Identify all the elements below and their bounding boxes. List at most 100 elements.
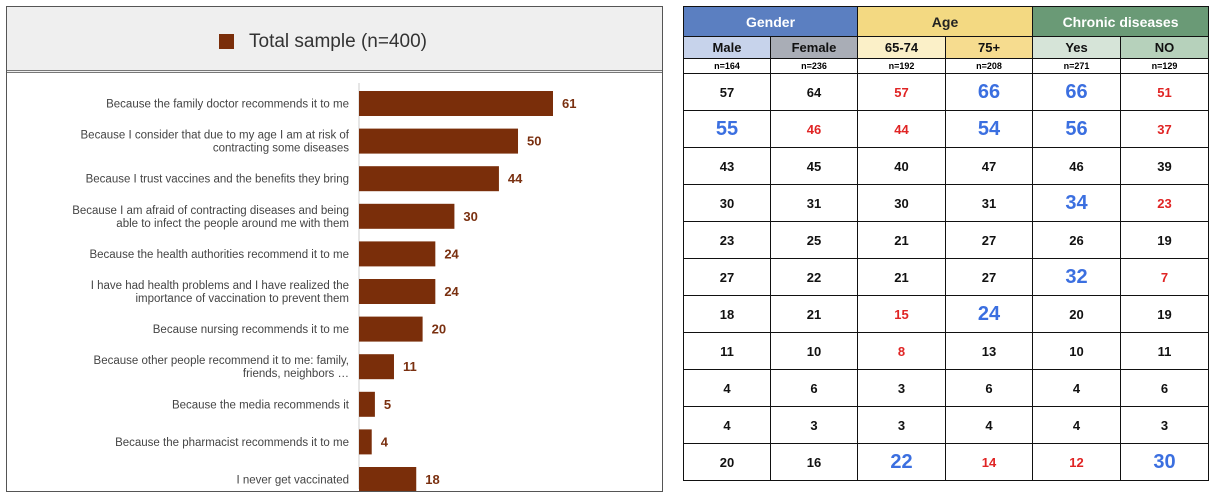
- table-cell: 14: [945, 443, 1034, 481]
- legend-swatch: [219, 34, 234, 49]
- table-cell: 46: [769, 110, 859, 148]
- category-label: Because I trust vaccines and the benefit…: [86, 174, 349, 186]
- table-cell: 46: [1032, 147, 1122, 185]
- table-cell: 32: [1032, 258, 1122, 296]
- table-cell: 34: [1032, 184, 1122, 222]
- table-cell: 24: [945, 295, 1034, 333]
- data-label: 18: [425, 472, 439, 487]
- data-label: 24: [444, 246, 459, 261]
- table-cell: 27: [945, 221, 1034, 259]
- group-header: Gender: [682, 6, 859, 37]
- bar: [359, 166, 499, 192]
- table-cell: 39: [1120, 147, 1209, 185]
- sample-size: n=236: [769, 58, 859, 74]
- table-row: 30 31 30 31 34 23: [683, 184, 1209, 222]
- bar: [359, 354, 394, 380]
- data-label: 11: [403, 359, 417, 374]
- subheader: Yes: [1032, 36, 1122, 59]
- data-label: 20: [432, 322, 446, 337]
- table-cell: 10: [769, 332, 859, 370]
- table-cell: 3: [857, 369, 947, 407]
- subheader: 75+: [945, 36, 1034, 59]
- table-cell: 4: [945, 406, 1034, 444]
- table-cell: 27: [683, 258, 771, 296]
- table-cell: 64: [769, 73, 859, 111]
- sample-size: n=208: [945, 58, 1034, 74]
- table-cell: 10: [1032, 332, 1122, 370]
- category-label: Because the media recommends it: [172, 399, 350, 411]
- table-row: 11 10 8 13 10 11: [683, 332, 1209, 370]
- bar: [359, 203, 455, 229]
- bar: [359, 467, 417, 491]
- table-cell: 27: [945, 258, 1034, 296]
- table-row: 55 46 44 54 56 37: [683, 110, 1209, 148]
- data-label: 4: [381, 434, 389, 449]
- table-cell: 57: [857, 73, 947, 111]
- category-label: Because I am afraid of contracting disea…: [72, 205, 349, 230]
- table-cell: 11: [683, 332, 771, 370]
- table-cell: 56: [1032, 110, 1122, 148]
- table-cell: 7: [1120, 258, 1209, 296]
- category-label: Because other people recommend it to me:…: [94, 355, 349, 380]
- table-cell: 30: [683, 184, 771, 222]
- bar: [359, 279, 436, 304]
- table-cell: 55: [683, 110, 771, 148]
- table-row: 20 16 22 14 12 30: [683, 443, 1209, 481]
- table-cell: 6: [945, 369, 1034, 407]
- table-row: 18 21 15 24 20 19: [683, 295, 1209, 333]
- subheader: 65-74: [857, 36, 947, 59]
- table-cell: 43: [683, 147, 771, 185]
- subheader: NO: [1120, 36, 1209, 59]
- chart-panel: Total sample (n=400) 61 Because the famil…: [6, 6, 663, 492]
- table-cell: 4: [1032, 406, 1122, 444]
- table-cell: 6: [1120, 369, 1209, 407]
- subheader: Male: [683, 36, 771, 59]
- table-cell: 66: [945, 73, 1034, 111]
- table-cell: 26: [1032, 221, 1122, 259]
- data-label: 30: [463, 209, 477, 224]
- table-cell: 40: [857, 147, 947, 185]
- legend: Total sample (n=400): [7, 7, 662, 73]
- bar: [359, 241, 436, 267]
- table-cell: 19: [1120, 295, 1209, 333]
- table-cell: 31: [945, 184, 1034, 222]
- category-label: Because the pharmacist recommends it to …: [115, 437, 349, 449]
- category-label: Because nursing recommends it to me: [153, 324, 349, 336]
- table-cell: 21: [857, 258, 947, 296]
- table-cell: 47: [945, 147, 1034, 185]
- category-label: I never get vaccinated: [236, 475, 349, 487]
- breakdown-table: Gender Age Chronic diseases Male Female 65-74…: [682, 6, 1209, 481]
- table-cell: 30: [1120, 443, 1209, 481]
- table-cell: 44: [857, 110, 947, 148]
- table-row: 23 25 21 27 26 19: [683, 221, 1209, 259]
- data-label: 24: [444, 284, 459, 299]
- table-cell: 11: [1120, 332, 1209, 370]
- data-label: 5: [384, 397, 391, 412]
- table-cell: 30: [857, 184, 947, 222]
- table-cell: 22: [857, 443, 947, 481]
- table-cell: 19: [1120, 221, 1209, 259]
- table-cell: 22: [769, 258, 859, 296]
- table-cell: 20: [683, 443, 771, 481]
- group-header: Chronic diseases: [1032, 6, 1209, 37]
- table-row: 57 64 57 66 66 51: [683, 73, 1209, 111]
- subheader: Female: [769, 36, 859, 59]
- bar: [359, 391, 375, 417]
- table-cell: 37: [1120, 110, 1209, 148]
- table-cell: 4: [683, 369, 771, 407]
- subheader-row: Male Female 65-74 75+ Yes NO: [683, 36, 1209, 59]
- table-cell: 15: [857, 295, 947, 333]
- table-row: 43 45 40 47 46 39: [683, 147, 1209, 185]
- category-label: I have had health problems and I have re…: [91, 280, 349, 305]
- table-cell: 16: [769, 443, 859, 481]
- table-cell: 57: [683, 73, 771, 111]
- table-row: 27 22 21 27 32 7: [683, 258, 1209, 296]
- table-cell: 20: [1032, 295, 1122, 333]
- category-label: Because the family doctor recommends it …: [106, 99, 349, 111]
- table-cell: 25: [769, 221, 859, 259]
- table-cell: 12: [1032, 443, 1122, 481]
- bar: [359, 91, 553, 116]
- table-cell: 3: [857, 406, 947, 444]
